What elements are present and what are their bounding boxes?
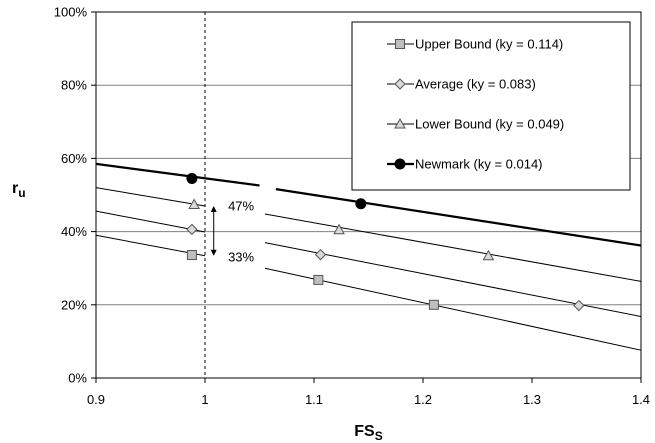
x-tick-label: 1 [201, 392, 208, 407]
legend-item: Lower Bound (ky = 0.049) [387, 117, 564, 132]
data-point-square [313, 274, 324, 285]
y-tick-label: 80% [61, 78, 87, 93]
data-point-circle [355, 198, 367, 210]
data-point-square [395, 39, 405, 49]
data-point-diamond [186, 223, 198, 236]
legend-label: Newmark (ky = 0.014) [415, 157, 543, 172]
series-line [95, 210, 206, 233]
series-line [95, 187, 206, 207]
y-tick-label: 100% [54, 5, 88, 20]
data-point-circle [394, 158, 406, 170]
x-tick-label: 1.2 [414, 392, 432, 407]
axes: 0% 20% 40% 60% 80% 100% 0.9 1 1.1 1.2 1.3 1.4 [54, 5, 650, 408]
x-tick-label: 1.1 [305, 392, 323, 407]
data-point-diamond [314, 248, 327, 261]
y-tick-label: 60% [61, 151, 87, 166]
legend-label: Upper Bound (ky = 0.114) [415, 37, 563, 52]
annotation-label: 47% [228, 198, 254, 213]
legend-item: Average (ky = 0.083) [387, 77, 536, 92]
y-tick-label: 0% [68, 371, 87, 386]
data-point-diamond [394, 78, 406, 90]
plot-area-frame [95, 11, 642, 379]
series-line [275, 188, 642, 247]
series-triangle [95, 187, 642, 282]
legend: Upper Bound (ky = 0.114) Average (ky = 0.… [351, 21, 631, 191]
x-tick-label: 0.9 [87, 392, 105, 407]
series-diamond [95, 210, 642, 318]
series-circle [95, 162, 642, 247]
x-axis-title: FSS [354, 423, 382, 443]
series-line [264, 213, 642, 282]
data-point-square [428, 299, 439, 310]
x-tick-label: 1.3 [523, 392, 541, 407]
y-tick-label: 40% [61, 224, 87, 239]
x-tick-label: 1.4 [632, 392, 650, 407]
series-line [95, 234, 206, 257]
y-tick-label: 20% [61, 297, 87, 312]
data-point-diamond [573, 299, 585, 312]
data-point-circle [186, 173, 198, 185]
data-point-square [186, 250, 197, 261]
annotation-label: 33% [228, 250, 254, 265]
series-line [95, 162, 260, 187]
legend-label: Average (ky = 0.083) [415, 77, 536, 92]
range-arrow-head-top [210, 205, 217, 212]
data-point-triangle [482, 249, 495, 261]
data-point-triangle [394, 117, 406, 129]
data-point-triangle [188, 198, 200, 210]
series-line [264, 267, 642, 351]
series-layer [95, 162, 642, 351]
series-square [95, 234, 642, 351]
y-axis-title: ru [12, 180, 26, 200]
annotation-layer: 47% 33% [210, 198, 255, 265]
legend-label: Lower Bound (ky = 0.049) [415, 117, 564, 132]
legend-item: Upper Bound (ky = 0.114) [387, 37, 563, 52]
legend-item: Newmark (ky = 0.014) [387, 157, 543, 172]
data-point-triangle [333, 223, 345, 235]
range-arrow-head-bottom [210, 249, 217, 256]
